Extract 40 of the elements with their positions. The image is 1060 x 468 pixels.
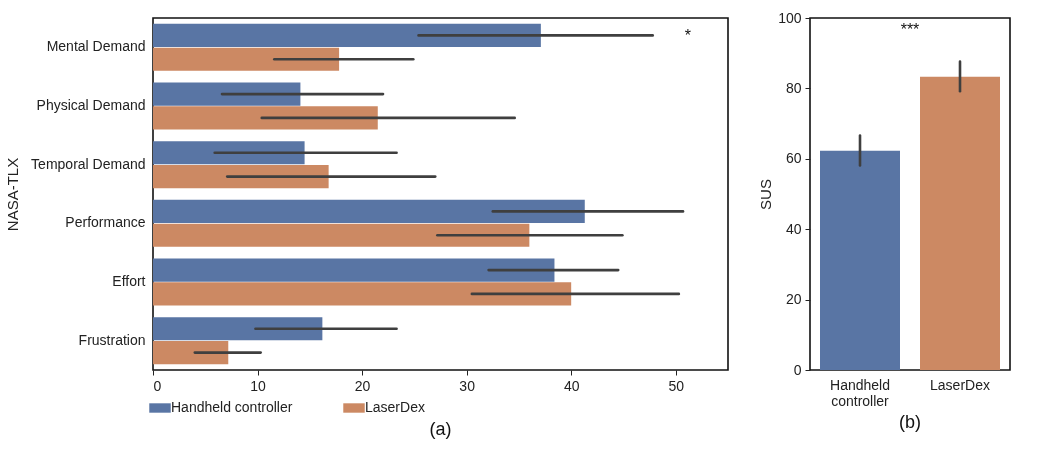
y-axis-title: SUS <box>757 179 775 210</box>
text: (b) <box>899 412 921 432</box>
bar <box>153 82 301 106</box>
bar <box>153 199 585 223</box>
y-tick-label: Temporal Demand <box>31 155 146 172</box>
y-axis-title: NASA-TLX <box>4 157 22 232</box>
x-tick-label: LaserDex <box>930 376 990 393</box>
y-tick-label: 0 <box>793 361 802 378</box>
legend-label: Handheld controller <box>171 399 293 415</box>
bar <box>153 165 329 189</box>
x-tick-label: 50 <box>668 377 685 394</box>
bar <box>153 141 305 165</box>
bar <box>153 106 378 130</box>
annotation: * <box>684 26 691 44</box>
bar <box>153 223 530 247</box>
y-tick-label: 20 <box>785 291 802 308</box>
y-tick-label: Effort <box>112 273 146 289</box>
x-tick-label: 0 <box>153 377 162 394</box>
bar <box>153 23 541 47</box>
bar <box>153 258 555 282</box>
x-tick-label: Handheld controller <box>830 376 890 409</box>
y-tick-label: Mental Demand <box>46 38 146 55</box>
annotation: *** <box>900 21 920 39</box>
bar <box>153 47 340 71</box>
y-tick-label: 40 <box>785 220 802 237</box>
x-tick-label: 10 <box>250 377 267 394</box>
legend-label: LaserDex <box>365 399 425 415</box>
y-tick-label: Performance <box>65 214 146 231</box>
y-tick-label: 100 <box>778 9 802 26</box>
text: (a) <box>429 419 452 439</box>
x-tick-label: 20 <box>354 377 371 394</box>
bar <box>153 341 229 365</box>
x-tick-label: 40 <box>563 377 580 394</box>
y-tick-label: Frustration <box>78 331 146 348</box>
y-tick-label: 60 <box>785 150 802 167</box>
y-tick-label: Physical Demand <box>36 97 146 113</box>
bar <box>153 282 572 306</box>
y-tick-label: 80 <box>785 79 802 96</box>
bar <box>153 317 323 341</box>
x-tick-label: 30 <box>459 377 476 394</box>
